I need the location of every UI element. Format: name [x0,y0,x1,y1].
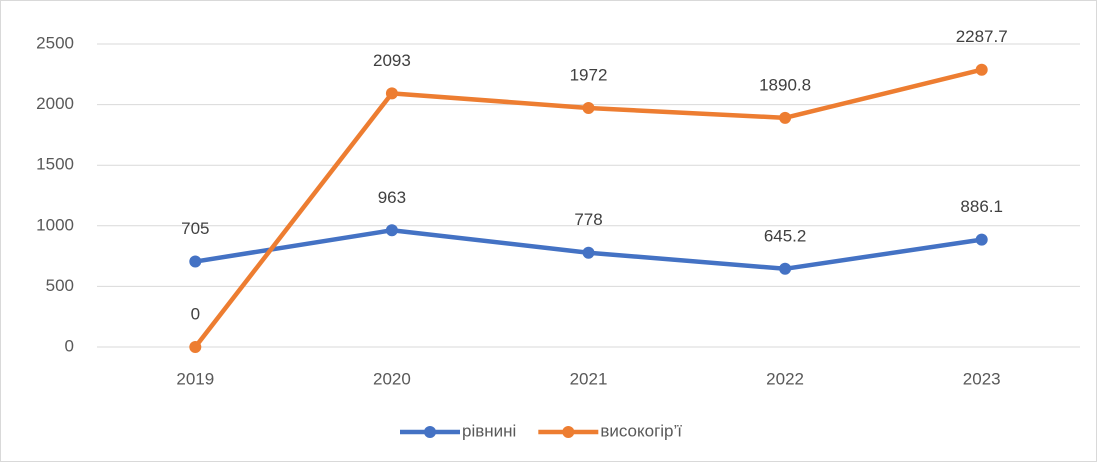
y-tick-label: 2500 [36,33,74,52]
data-label: 2093 [373,51,411,70]
data-point [582,246,595,259]
legend-marker [424,426,436,438]
x-tick-label: 2023 [963,369,1001,388]
legend-marker [562,426,575,438]
data-point [385,224,398,237]
data-point [779,262,792,275]
data-label: 963 [378,188,406,207]
data-point [385,87,398,100]
x-tick-label: 2019 [176,369,214,388]
data-label: 0 [191,304,200,323]
data-point [582,101,595,114]
data-label: 705 [181,219,209,238]
data-label: 1890.8 [759,75,811,94]
y-tick-label: 500 [46,276,74,295]
y-tick-label: 1500 [36,155,74,174]
legend-label: рівнині [462,421,516,440]
x-tick-label: 2020 [373,369,411,388]
data-point [975,63,988,76]
x-tick-label: 2022 [766,369,804,388]
y-tick-label: 2000 [36,94,74,113]
data-point [189,341,202,353]
data-label: 886.1 [960,197,1003,216]
y-tick-label: 0 [65,336,74,355]
data-point [975,233,988,246]
data-label: 778 [574,210,602,229]
x-tick-label: 2021 [570,369,608,388]
data-point [189,255,202,268]
data-label: 2287.7 [956,27,1008,46]
legend-label: високогір’ї [600,421,682,440]
data-label: 645.2 [764,226,807,245]
data-label: 1972 [570,65,608,84]
y-tick-label: 1000 [36,215,74,234]
data-point [779,111,792,124]
